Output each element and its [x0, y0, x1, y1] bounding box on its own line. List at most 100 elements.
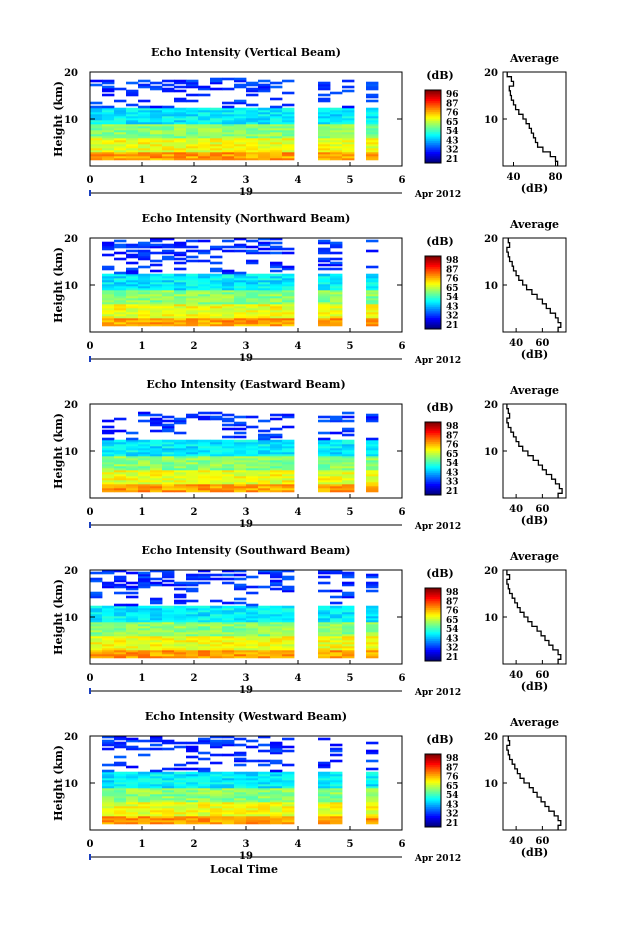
x-tick-label: 0 [87, 839, 94, 850]
heatmap-cell [174, 815, 187, 819]
heatmap-cell [126, 267, 139, 271]
heatmap-cell [342, 575, 355, 579]
heatmap-cell [282, 453, 295, 457]
heatmap-cell [318, 789, 331, 793]
heatmap-cell [126, 453, 139, 457]
heatmap-cell [102, 273, 115, 277]
heatmap-cell [282, 781, 295, 785]
heatmap-cell [126, 813, 139, 817]
heatmap-cell [318, 813, 331, 817]
heatmap-cell [342, 449, 355, 453]
heatmap-cell [258, 775, 271, 779]
heatmap-cell [162, 79, 175, 83]
heatmap-cell [222, 803, 235, 807]
heatmap-cell [282, 627, 295, 631]
colorbar-segment [425, 598, 441, 602]
heatmap-cell [150, 801, 163, 805]
heatmap-cell [126, 765, 139, 769]
heatmap-cell [126, 607, 139, 611]
heatmap-cell [114, 773, 127, 777]
heatmap-cell [150, 285, 163, 289]
heatmap-cell [198, 489, 211, 493]
heatmap-cell [318, 281, 331, 285]
heatmap-cell [246, 81, 259, 85]
heatmap-cell [150, 569, 163, 573]
heatmap-cell [234, 125, 247, 129]
heatmap-cell [186, 137, 199, 141]
heatmap-cell [330, 617, 343, 621]
colorbar [425, 256, 441, 330]
heatmap-cell [114, 799, 127, 803]
heatmap-cell [210, 319, 223, 323]
heatmap-cell [102, 645, 115, 649]
heatmap-cell [126, 605, 139, 609]
heatmap-cell [222, 125, 235, 129]
heatmap-cell [258, 813, 271, 817]
heatmap-cell [102, 789, 115, 793]
heatmap-cell [330, 133, 343, 137]
heatmap-cell [126, 103, 139, 107]
heatmap-cell [186, 749, 199, 753]
heatmap-cell [222, 311, 235, 315]
heatmap-cell [270, 625, 283, 629]
heatmap-cell [210, 485, 223, 489]
heatmap-cell [174, 79, 187, 83]
heatmap-cell [114, 791, 127, 795]
heatmap-cell [150, 295, 163, 299]
heatmap-cell [102, 571, 115, 575]
heatmap-cell [282, 451, 295, 455]
heatmap-cell [210, 465, 223, 469]
heatmap-cell [198, 289, 211, 293]
colorbar-segment [425, 825, 441, 828]
heatmap-cell [366, 111, 379, 115]
heatmap-cell [270, 263, 283, 267]
heatmap-cell [222, 481, 235, 485]
heatmap-cell [186, 789, 199, 793]
heatmap-cell [366, 611, 379, 615]
heatmap-cell [198, 605, 211, 609]
heatmap-cell [114, 785, 127, 789]
heatmap-cell [138, 139, 151, 143]
colorbar-tick-label: 76 [446, 275, 459, 285]
heatmap-cells [90, 77, 379, 161]
heatmap-cell [258, 301, 271, 305]
heatmap-cell [258, 631, 271, 635]
heatmap-cell [258, 605, 271, 609]
heatmap-cell [186, 745, 199, 749]
colorbar-tick-label: 33 [446, 478, 459, 488]
heatmap-cell [150, 153, 163, 157]
heatmap-cell [102, 419, 115, 423]
heatmap-cell [114, 771, 127, 775]
heatmap-cell [162, 459, 175, 463]
heatmap-cell [342, 433, 355, 437]
heatmap-cell [342, 459, 355, 463]
heatmap-cell [282, 293, 295, 297]
heatmap-cell [282, 299, 295, 303]
panel-3: Echo Intensity (Southward Beam)1020Heigh… [52, 544, 567, 698]
heatmap-cell [186, 645, 199, 649]
heatmap-cell [234, 443, 247, 447]
heatmap-cell [318, 811, 331, 815]
colorbar-segment [425, 777, 441, 781]
heatmap-cell [270, 85, 283, 89]
heatmap-cell [246, 787, 259, 791]
heatmap-cell [366, 645, 379, 649]
heatmap-cell [234, 133, 247, 137]
heatmap-cell [126, 121, 139, 125]
heatmap-cell [246, 487, 259, 491]
colorbar-segment [425, 650, 441, 653]
heatmap-cell [198, 629, 211, 633]
heatmap-cell [234, 83, 247, 87]
heatmap-cell [186, 293, 199, 297]
heatmap-cell [366, 791, 379, 795]
heatmap-cell [102, 453, 115, 457]
heatmap-cell [222, 465, 235, 469]
heatmap-cell [102, 613, 115, 617]
heatmap-cell [222, 453, 235, 457]
heatmap-cell [198, 625, 211, 629]
heatmap-cell [222, 297, 235, 301]
heatmap-cell [342, 613, 355, 617]
heatmap-cell [150, 773, 163, 777]
heatmap-cell [186, 807, 199, 811]
heatmap-cell [330, 451, 343, 455]
